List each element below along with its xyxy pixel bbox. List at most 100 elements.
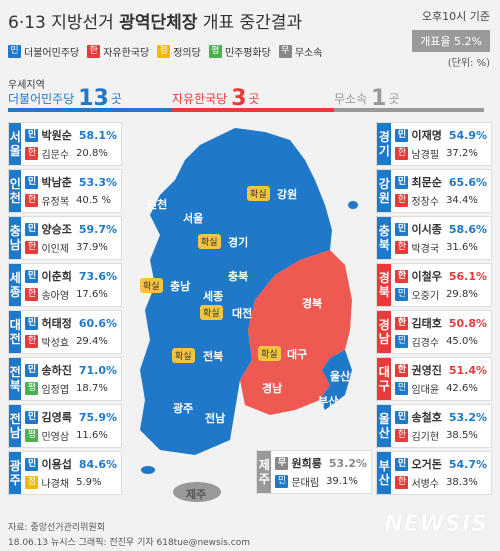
party-tag: 한 (395, 269, 409, 283)
map-label: 서울 (183, 212, 204, 225)
count-rate-badge: 개표율 5.2% (412, 30, 490, 52)
candidate-pct: 53.3% (78, 175, 117, 189)
map-label: 강원 (277, 188, 298, 201)
candidate-pct: 73.6% (78, 269, 117, 283)
candidate-name: 권영진 (411, 364, 442, 378)
candidate-rows: 민 송하진 71.0% 평 임정엽 18.7% (21, 358, 121, 400)
candidate-row: 민 박남춘 53.3% (25, 174, 117, 190)
party-tag: 민 (395, 128, 409, 142)
region-char: 제 (258, 458, 270, 472)
candidate-row: 한 이인제 37.9% (25, 240, 117, 255)
result-card: 서 울 민 박원순 58.1% 한 김문수 20.8% (8, 122, 122, 166)
candidate-row: 민 이춘희 73.6% (25, 268, 117, 284)
candidate-pct: 37.2% (446, 147, 478, 159)
candidate-name: 이철우 (411, 270, 442, 284)
map-label: 광주 (173, 402, 194, 415)
party-tag: 한 (25, 146, 39, 160)
candidate-pct: 17.6% (76, 288, 108, 300)
candidate-row: 민 이시종 58.6% (395, 221, 487, 237)
region-char: 경 (378, 271, 390, 285)
lead-party: 무소속 (334, 92, 368, 106)
party-tag: 한 (25, 334, 39, 348)
map-label: 경기 (228, 236, 249, 249)
candidate-row: 한 박경국 31.6% (395, 240, 487, 255)
lead-bar (334, 108, 484, 112)
candidate-row: 평 임정엽 18.7% (25, 381, 117, 396)
region-char: 산 (378, 426, 390, 440)
candidate-name: 이춘희 (41, 270, 72, 284)
candidate-row: 민 문대림 39.1% (275, 474, 367, 489)
candidate-pct: 38.5% (446, 429, 478, 441)
region-char: 산 (378, 473, 390, 487)
party-tag: 민 (25, 269, 39, 283)
result-card: 인 천 민 박남춘 53.3% 한 유정복 40.5 % (8, 169, 122, 213)
region-char: 광 (9, 459, 21, 473)
result-card: 전 북 민 송하진 71.0% 평 임정엽 18.7% (8, 357, 122, 401)
legend-item: 무 무소속 (278, 44, 322, 59)
legend-item: 한 자유한국당 (87, 44, 149, 59)
map-label: 충북 (228, 270, 249, 283)
candidate-rows: 민 허태정 60.6% 한 박성효 29.4% (21, 311, 121, 353)
candidate-rows: 민 최문순 65.6% 한 정창수 34.4% (391, 170, 491, 212)
map-island (141, 466, 155, 474)
legend-item: 평 민주평화당 (208, 44, 271, 59)
result-card: 전 남 민 김영록 75.9% 평 민영삼 11.6% (8, 404, 122, 448)
candidate-row: 한 김기현 38.5% (395, 428, 487, 443)
candidate-row: 정 나경채 5.9% (25, 475, 117, 490)
candidate-rows: 한 권영진 51.4% 민 임대윤 42.6% (391, 358, 491, 400)
candidate-pct: 84.6% (78, 457, 117, 471)
candidate-pct: 56.1% (448, 269, 487, 283)
candidate-row: 민 김경수 45.0% (395, 334, 487, 349)
lead-count: 13 (78, 86, 109, 111)
map-label: 대구 (287, 348, 308, 361)
party-tag: 민 (395, 410, 409, 424)
candidate-name: 박남춘 (41, 176, 72, 190)
newsis-logo: NEWSIS (384, 512, 488, 537)
result-card: 경 북 한 이철우 56.1% 민 오중기 29.8% (376, 263, 492, 307)
lead-suffix: 곳 (110, 92, 122, 106)
party-tag: 평 (25, 381, 39, 395)
legend-item: 정 정의당 (157, 44, 201, 59)
candidate-rows: 한 이철우 56.1% 민 오중기 29.8% (391, 264, 491, 306)
candidate-row: 한 김문수 20.8% (25, 146, 117, 161)
legend-label: 더불어민주당 (24, 48, 80, 59)
result-card: 충 남 민 양승조 59.7% 한 이인제 37.9% (8, 216, 122, 260)
candidate-pct: 65.6% (448, 175, 487, 189)
party-tag: 민 (395, 381, 409, 395)
party-tag: 정 (25, 475, 39, 489)
region-char: 천 (9, 191, 21, 205)
region-char: 대 (9, 318, 21, 332)
party-tag: 민 (25, 363, 39, 377)
legend-swatch: 한 (87, 45, 101, 58)
party-tag: 민 (25, 175, 39, 189)
candidate-row: 한 서병수 38.3% (395, 475, 487, 490)
lead-party: 자유한국당 (172, 92, 228, 106)
candidate-rows: 민 오거돈 54.7% 한 서병수 38.3% (391, 452, 491, 494)
region-char: 남 (378, 332, 390, 346)
candidate-row: 한 김태호 50.8% (395, 315, 487, 331)
region-char: 주 (258, 472, 270, 486)
confirm-badge: 확실 (200, 305, 223, 320)
candidate-name: 임대윤 (411, 384, 440, 396)
result-card: 제 주 무 원희룡 53.2% 민 문대림 39.1% (256, 450, 372, 494)
candidate-rows: 민 이용섭 84.6% 정 나경채 5.9% (21, 452, 121, 494)
region-char: 충 (378, 224, 390, 238)
candidate-rows: 무 원희룡 53.2% 민 문대림 39.1% (271, 451, 371, 493)
party-tag: 민 (25, 222, 39, 236)
candidate-row: 민 박원순 58.1% (25, 127, 117, 143)
map-label: 전북 (203, 350, 224, 363)
candidate-name: 김기현 (411, 431, 440, 443)
candidate-rows: 민 이시종 58.6% 한 박경국 31.6% (391, 217, 491, 259)
unit-label: (단위: %) (447, 58, 490, 69)
result-card: 부 산 민 오거돈 54.7% 한 서병수 38.3% (376, 451, 492, 495)
candidate-row: 민 임대윤 42.6% (395, 381, 487, 396)
party-tag: 민 (395, 287, 409, 301)
map-blue-region (140, 128, 332, 455)
region-char: 기 (378, 144, 390, 158)
region-char: 북 (378, 238, 390, 252)
